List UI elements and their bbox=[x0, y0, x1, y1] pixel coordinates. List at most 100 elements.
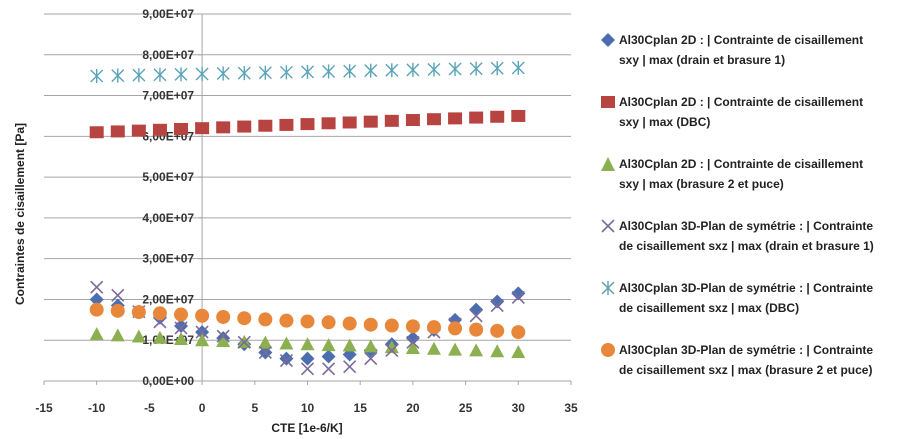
data-point bbox=[174, 67, 188, 82]
data-point bbox=[89, 292, 104, 307]
data-point bbox=[426, 320, 441, 335]
data-point bbox=[469, 309, 483, 323]
data-point bbox=[342, 116, 357, 129]
gridlines bbox=[44, 13, 571, 382]
data-point bbox=[427, 62, 441, 77]
legend: Al30Cplan 2D : | Contrainte de cisaillem… bbox=[600, 30, 896, 402]
data-point bbox=[321, 338, 336, 352]
y-tick-label: 5,00E+07 bbox=[142, 170, 194, 184]
x-tick-label: 30 bbox=[512, 401, 526, 415]
data-point bbox=[405, 331, 420, 346]
legend-label-line1: Al30Cplan 3D-Plan de symétrie : | Contra… bbox=[619, 281, 874, 295]
legend-item-series-6: Al30Cplan 3D-Plan de symétrie : | Contra… bbox=[600, 340, 896, 402]
data-point bbox=[89, 126, 104, 139]
x-tick-label: 20 bbox=[406, 401, 420, 415]
legend-item-series-2: Al30Cplan 2D : | Contrainte de cisaillem… bbox=[600, 92, 896, 154]
data-point bbox=[322, 362, 336, 376]
data-point bbox=[469, 322, 484, 337]
data-point bbox=[111, 288, 125, 302]
data-point bbox=[195, 122, 210, 135]
data-point bbox=[364, 352, 378, 366]
data-point bbox=[195, 333, 210, 347]
data-point bbox=[216, 329, 230, 343]
data-point bbox=[90, 68, 104, 83]
data-point bbox=[258, 335, 273, 349]
data-point bbox=[363, 339, 378, 353]
x-tick-label: 25 bbox=[459, 401, 473, 415]
data-point bbox=[216, 121, 231, 134]
data-point bbox=[258, 119, 273, 132]
data-point bbox=[279, 351, 294, 366]
data-point bbox=[343, 64, 357, 79]
square-marker-icon bbox=[601, 96, 615, 108]
data-point bbox=[384, 340, 399, 354]
y-tick-label: 7,00E+07 bbox=[142, 89, 194, 103]
data-point bbox=[490, 294, 505, 309]
data-point bbox=[511, 109, 526, 122]
data-point bbox=[216, 334, 231, 348]
data-point bbox=[279, 354, 293, 368]
data-point bbox=[237, 66, 251, 81]
data-point bbox=[237, 311, 252, 326]
data-point bbox=[152, 306, 167, 321]
data-point bbox=[363, 317, 378, 332]
data-point bbox=[110, 328, 125, 342]
data-point bbox=[300, 337, 315, 351]
legend-label-line2: sxy | max (drain et brasure 1) bbox=[619, 53, 786, 67]
data-point bbox=[385, 63, 399, 78]
legend-label-line2: sxy | max (DBC) bbox=[619, 115, 711, 129]
data-point bbox=[216, 66, 230, 81]
legend-item-series-3: Al30Cplan 2D : | Contrainte de cisaillem… bbox=[600, 154, 896, 216]
data-point bbox=[300, 314, 315, 329]
legend-label-line1: Al30Cplan 2D : | Contrainte de cisaillem… bbox=[619, 95, 864, 109]
x-tick-label: 0 bbox=[199, 401, 206, 415]
data-point bbox=[237, 120, 252, 133]
data-point bbox=[152, 330, 167, 344]
data-point bbox=[384, 318, 399, 333]
data-point bbox=[195, 66, 209, 81]
data-point bbox=[405, 319, 420, 334]
data-point bbox=[321, 349, 336, 364]
data-point bbox=[258, 65, 272, 80]
data-point bbox=[279, 118, 294, 131]
data-point bbox=[405, 114, 420, 127]
data-point bbox=[131, 329, 146, 343]
y-tick-label: 2,00E+07 bbox=[142, 292, 194, 306]
data-point bbox=[300, 118, 315, 131]
data-point bbox=[490, 323, 505, 338]
data-point bbox=[237, 335, 251, 349]
series-5 bbox=[90, 60, 525, 83]
data-point bbox=[111, 68, 125, 83]
data-point bbox=[153, 67, 167, 82]
legend-label-line1: Al30Cplan 2D : | Contrainte de cisaillem… bbox=[619, 157, 864, 171]
legend-item-series-4: Al30Cplan 3D-Plan de symétrie : | Contra… bbox=[600, 216, 896, 278]
data-point bbox=[490, 61, 504, 76]
data-point bbox=[258, 312, 273, 327]
data-point bbox=[279, 65, 293, 80]
data-point bbox=[131, 124, 146, 137]
data-point bbox=[448, 321, 463, 336]
data-point bbox=[426, 341, 441, 355]
data-point bbox=[469, 343, 484, 357]
data-point bbox=[258, 345, 272, 360]
data-point bbox=[110, 303, 125, 318]
data-point bbox=[131, 305, 146, 320]
y-tick-label: 3,00E+07 bbox=[142, 252, 194, 266]
x-marker-icon bbox=[601, 219, 615, 233]
data-point bbox=[448, 342, 463, 356]
y-tick-label: 9,00E+07 bbox=[142, 7, 194, 21]
legend-label-line1: Al30Cplan 3D-Plan de symétrie : | Contra… bbox=[619, 219, 874, 233]
data-point bbox=[195, 325, 209, 339]
data-point bbox=[342, 338, 357, 352]
x-tick-label: -15 bbox=[35, 401, 53, 415]
data-point bbox=[174, 307, 189, 322]
data-point bbox=[511, 286, 526, 301]
data-point bbox=[279, 313, 294, 328]
legend-label-line2: de cisaillement sxz | max (brasure 2 et … bbox=[619, 363, 873, 377]
legend-label-line2: de cisaillement sxz | max (DBC) bbox=[619, 301, 800, 315]
data-point bbox=[322, 64, 336, 79]
data-point bbox=[511, 345, 526, 359]
x-tick-label: 10 bbox=[301, 401, 315, 415]
data-point bbox=[469, 61, 483, 76]
diamond-marker-icon bbox=[601, 33, 615, 47]
